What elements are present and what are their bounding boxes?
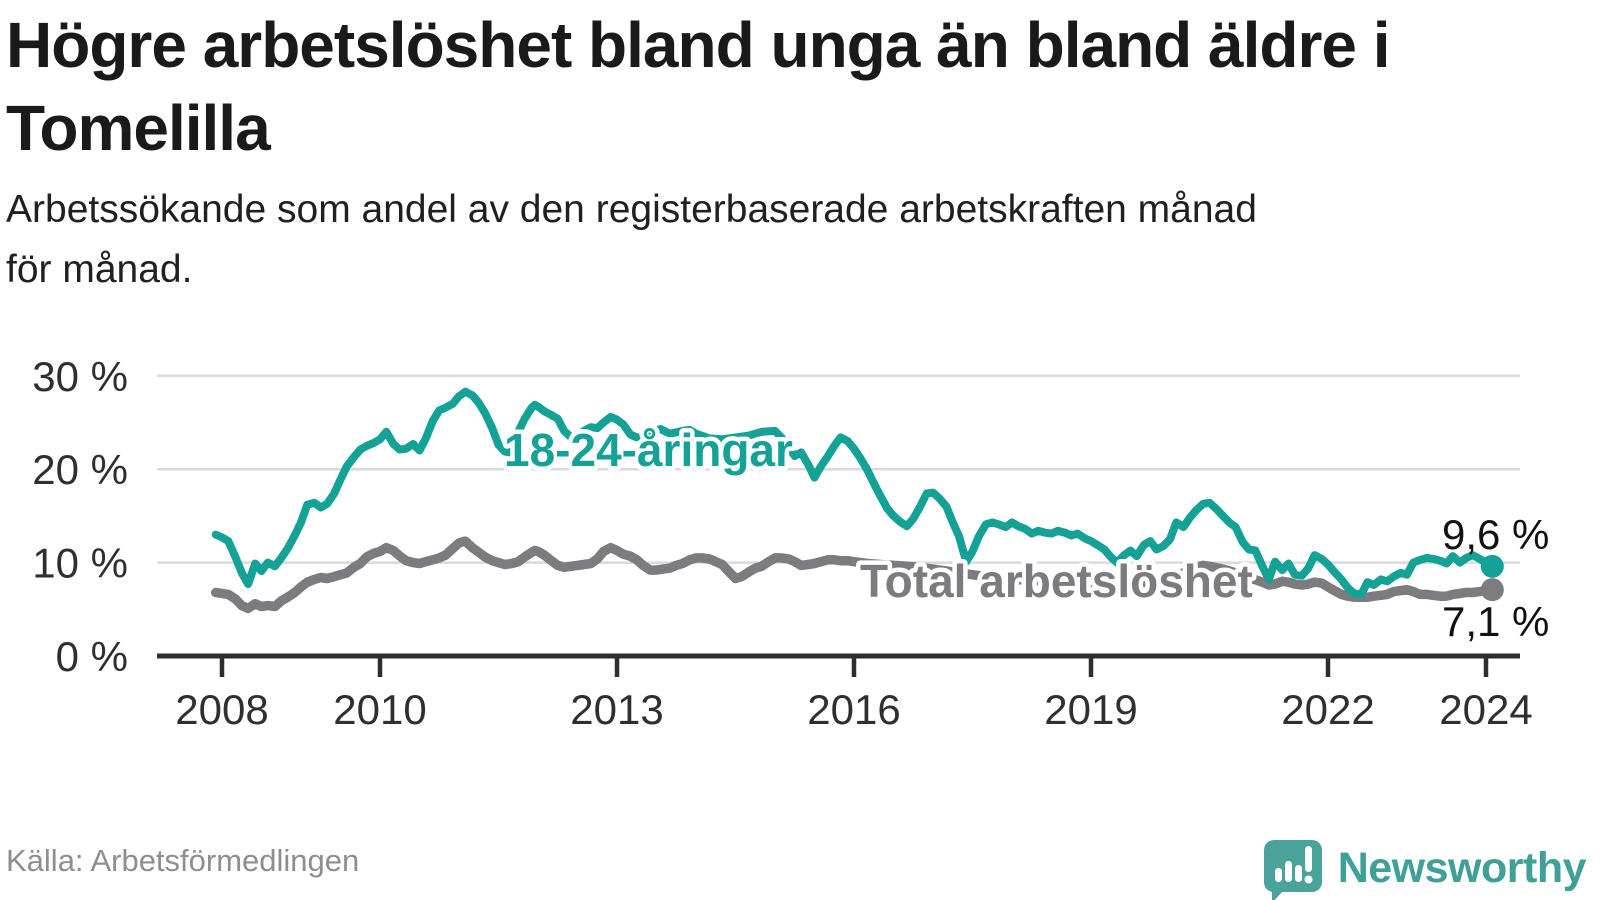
series-line <box>211 387 1497 599</box>
source-note: Källa: Arbetsförmedlingen <box>6 843 360 878</box>
gridlines <box>157 374 1520 564</box>
page-subtitle: Arbetssökande som andel av den registerb… <box>6 188 1257 292</box>
newsworthy-wordmark: Newsworthy <box>1337 843 1587 892</box>
x-axis-labels: 2008 2010 2013 2016 2019 2022 2024 <box>175 686 1532 733</box>
x-tick-label: 2016 <box>807 686 900 733</box>
x-tick-label: 2008 <box>175 686 268 733</box>
x-axis <box>157 653 1520 677</box>
x-tick-label: 2013 <box>570 686 663 733</box>
series-line <box>210 536 1498 614</box>
y-tick-label: 30 % <box>32 353 128 400</box>
newsworthy-bubble-icon <box>1263 840 1322 900</box>
x-tick-label: 2019 <box>1044 686 1137 733</box>
page-title: Högre arbetslöshet bland unga än bland ä… <box>6 9 1391 165</box>
total-end-value: 7,1 % <box>1442 598 1549 645</box>
series-inline-labels: 18-24-åringar Total arbetslöshet <box>500 420 1258 612</box>
data-series <box>210 387 1504 614</box>
newsworthy-logo: Newsworthy <box>1262 832 1587 900</box>
series-end-dot <box>1480 554 1504 578</box>
y-tick-label: 10 % <box>32 540 128 587</box>
x-tick-label: 2010 <box>333 686 426 733</box>
end-value-labels: 9,6 % 7,1 % <box>1442 511 1549 645</box>
y-tick-label: 0 % <box>56 633 128 680</box>
total-series-label: Total arbetslöshet <box>860 555 1253 607</box>
series-end-dot <box>1480 578 1504 602</box>
youth-end-value: 9,6 % <box>1442 511 1549 558</box>
y-tick-label: 20 % <box>32 446 128 493</box>
x-tick-label: 2024 <box>1439 686 1532 733</box>
youth-series-label: 18-24-åringar <box>504 424 793 476</box>
y-axis-labels: 0 % 10 % 20 % 30 % <box>32 353 128 680</box>
x-tick-label: 2022 <box>1281 686 1374 733</box>
